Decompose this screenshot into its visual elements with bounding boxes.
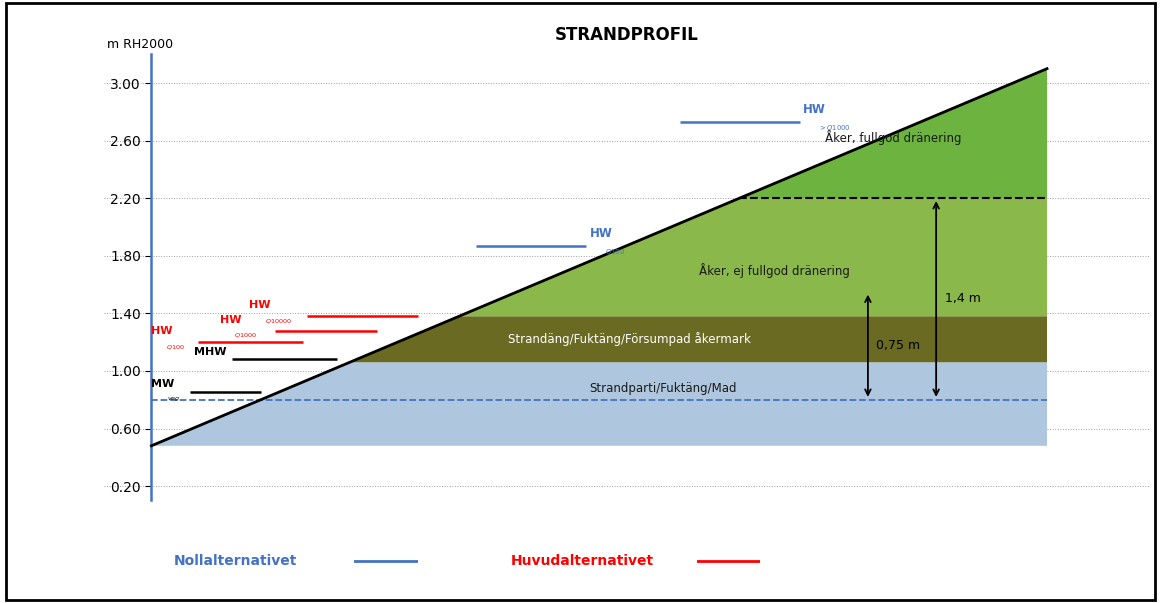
Text: Åker, fullgod dränering: Åker, fullgod dränering bbox=[825, 130, 961, 145]
Text: HW: HW bbox=[219, 315, 241, 325]
Polygon shape bbox=[740, 40, 1047, 198]
Text: HW: HW bbox=[250, 300, 271, 311]
Polygon shape bbox=[151, 362, 1047, 446]
Text: Åker, ej fullgod dränering: Åker, ej fullgod dränering bbox=[699, 263, 850, 277]
Text: Strandparti/Fuktäng/Mad: Strandparti/Fuktäng/Mad bbox=[590, 382, 737, 395]
Title: STRANDPROFIL: STRANDPROFIL bbox=[555, 27, 699, 45]
Text: HW: HW bbox=[590, 227, 613, 240]
Text: $_{Q100}$: $_{Q100}$ bbox=[605, 247, 626, 258]
Text: 1,4 m: 1,4 m bbox=[945, 292, 981, 306]
Text: $_{Q10000}$: $_{Q10000}$ bbox=[265, 318, 291, 327]
Text: HW: HW bbox=[151, 326, 173, 336]
Polygon shape bbox=[459, 198, 1047, 316]
Text: $_{>Q1000}$: $_{>Q1000}$ bbox=[819, 124, 851, 134]
Text: $_{Q1000}$: $_{Q1000}$ bbox=[235, 332, 257, 341]
Text: MW: MW bbox=[151, 379, 174, 389]
Text: Huvudalternativet: Huvudalternativet bbox=[511, 554, 654, 568]
Text: Strandäng/Fuktäng/Försumpad åkermark: Strandäng/Fuktäng/Försumpad åkermark bbox=[507, 332, 750, 346]
Text: MHW: MHW bbox=[194, 347, 226, 356]
Text: m RH2000: m RH2000 bbox=[107, 39, 173, 51]
Text: 0,75 m: 0,75 m bbox=[877, 339, 921, 352]
Text: $_{veg}$: $_{veg}$ bbox=[167, 395, 180, 403]
Text: $_{Q100}$: $_{Q100}$ bbox=[166, 344, 185, 353]
Text: Nollalternativet: Nollalternativet bbox=[174, 554, 297, 568]
Text: HW: HW bbox=[803, 103, 825, 116]
Polygon shape bbox=[349, 316, 1047, 362]
